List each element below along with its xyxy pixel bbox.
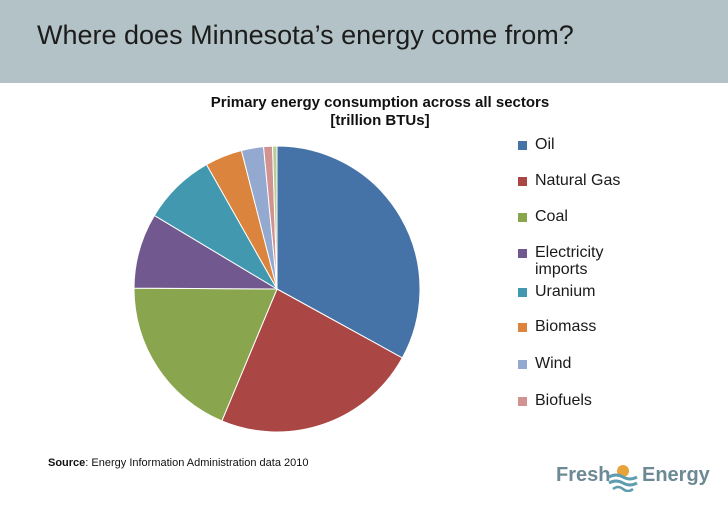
legend-label: Biomass: [535, 318, 597, 335]
legend-label: Biofuels: [535, 392, 592, 409]
legend-swatch: [518, 141, 527, 150]
legend-swatch: [518, 360, 527, 369]
pie-slice-oil: [276, 145, 421, 359]
logo-word-energy: Energy: [642, 464, 710, 486]
legend-label: Wind: [535, 355, 572, 372]
legend-label: Coal: [535, 208, 568, 225]
logo-word-fresh: Fresh: [556, 464, 611, 486]
legend-swatch: [518, 213, 527, 222]
fresh-energy-logo: Fresh Energy: [556, 460, 716, 494]
chart-title-line1: Primary energy consumption across all se…: [210, 94, 550, 111]
source-text: : Energy Information Administration data…: [85, 457, 309, 469]
pie-slice-natural-gas: [221, 288, 403, 433]
legend-label: Oil: [535, 136, 555, 153]
legend-swatch: [518, 177, 527, 186]
legend-label: Electricity imports: [535, 244, 604, 278]
legend-swatch: [518, 397, 527, 406]
slide-title: Where does Minnesota’s energy come from?: [37, 20, 574, 50]
header-band: [0, 0, 728, 83]
source-label: Source: [48, 457, 86, 469]
sun-waves-icon: [608, 465, 638, 492]
chart-subtitle: [trillion BTUs]: [330, 112, 430, 129]
legend-swatch: [518, 249, 527, 258]
source-note: Source: Energy Information Administratio…: [48, 457, 308, 469]
pie-slice-coal: [133, 287, 278, 422]
legend-label: Natural Gas: [535, 172, 621, 189]
legend-swatch: [518, 323, 527, 332]
pie-slice-other: [271, 145, 278, 290]
chart-title: Primary energy consumption across all se…: [150, 94, 610, 130]
legend-swatch: [518, 288, 527, 297]
legend-label: Uranium: [535, 283, 596, 300]
